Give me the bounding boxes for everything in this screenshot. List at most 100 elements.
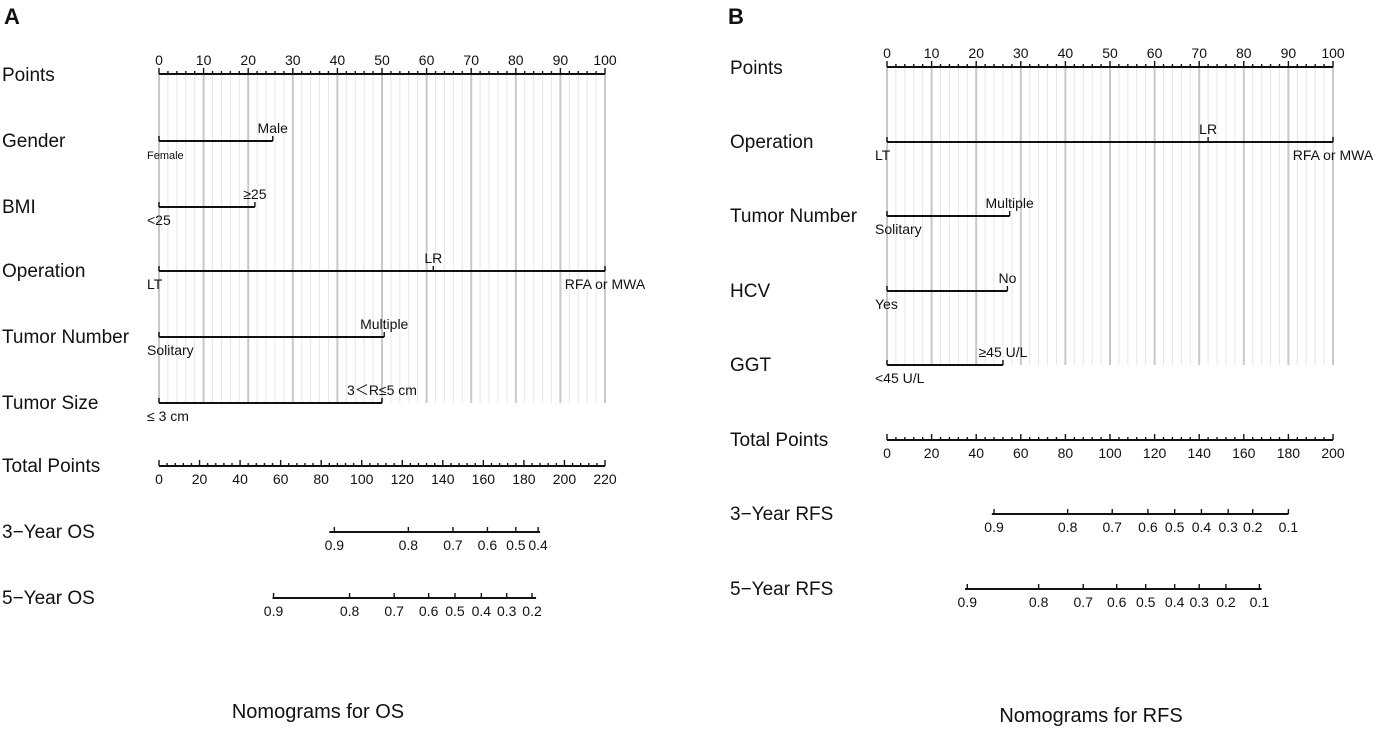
panel-b-tumor-number-level-solitary: Solitary <box>875 221 922 237</box>
panel-b-tumor-number-level-multiple: Multiple <box>986 195 1034 211</box>
panel-a-tumor-size-level-3-cm: ≤ 3 cm <box>147 408 189 424</box>
panel-a-points-tick-label-100: 100 <box>593 52 617 68</box>
panel-b-hcv-level-yes: Yes <box>875 296 898 312</box>
panel-a-total-tick-label-200: 200 <box>553 471 577 487</box>
panel-a-3-year-os-tick-label-0-9: 0.9 <box>325 537 345 553</box>
panel-b-5-year-rfs-tick-label-0-4: 0.4 <box>1165 594 1185 610</box>
panel-a-points-label: Points <box>2 65 55 86</box>
panel-a-gender-level-female: Female <box>147 150 184 162</box>
panel-a-tumor-number-level-solitary: Solitary <box>147 342 194 358</box>
panel-b-letter: B <box>728 4 744 29</box>
panel-b-5-year-rfs-tick-label-0-7: 0.7 <box>1074 594 1094 610</box>
panel-b-total-points-label: Total Points <box>730 430 828 451</box>
panel-a-tumor-size-level-3-r-5-cm: 3＜R≤5 cm <box>347 382 417 398</box>
panel-b-operation-label: Operation <box>730 132 813 153</box>
panel-b-points-tick-label-90: 90 <box>1281 45 1297 61</box>
panel-a-3-year-os-tick-label-0-6: 0.6 <box>478 537 498 553</box>
panel-b-5-year-rfs-tick-label-0-1: 0.1 <box>1250 594 1270 610</box>
panel-b-total-tick-label-60: 60 <box>1013 445 1029 461</box>
panel-a-3-year-os-tick-label-0-8: 0.8 <box>399 537 419 553</box>
panel-a-caption: Nomograms for OS <box>232 701 404 723</box>
panel-b-3-year-rfs-label: 3−Year RFS <box>730 504 833 525</box>
panel-a-total-tick-label-40: 40 <box>232 471 248 487</box>
panel-a-operation-level-lr: LR <box>424 250 442 266</box>
panel-b-5-year-rfs-tick-label-0-2: 0.2 <box>1216 594 1236 610</box>
panel-a-5-year-os-tick-label-0-2: 0.2 <box>522 603 542 619</box>
panel-b-operation-level-lt: LT <box>875 147 891 163</box>
panel-a-gender-label: Gender <box>2 131 66 152</box>
panel-b-3-year-rfs-tick-label-0-7: 0.7 <box>1102 519 1122 535</box>
panel-a-total-tick-label-100: 100 <box>350 471 374 487</box>
panel-b-points-tick-label-10: 10 <box>924 45 940 61</box>
panel-b-total-tick-label-140: 140 <box>1188 445 1212 461</box>
panel-b-points-label: Points <box>730 58 783 79</box>
panel-b-total-tick-label-100: 100 <box>1098 445 1122 461</box>
panel-a-points-tick-label-10: 10 <box>196 52 212 68</box>
panel-a-5-year-os-tick-label-0-5: 0.5 <box>445 603 465 619</box>
panel-b-total-tick-label-40: 40 <box>968 445 984 461</box>
panel-a-operation-level-lt: LT <box>147 276 163 292</box>
panel-b-total-tick-label-80: 80 <box>1058 445 1074 461</box>
panel-b-points-tick-label-70: 70 <box>1191 45 1207 61</box>
panel-b-total-tick-label-160: 160 <box>1232 445 1256 461</box>
panel-b-5-year-rfs-tick-label-0-3: 0.3 <box>1189 594 1209 610</box>
panel-a-points-tick-label-60: 60 <box>419 52 435 68</box>
panel-a-points-tick-label-30: 30 <box>285 52 301 68</box>
panel-b-3-year-rfs-tick-label-0-5: 0.5 <box>1165 519 1185 535</box>
panel-a-points-tick-label-80: 80 <box>508 52 524 68</box>
panel-a-5-year-os-tick-label-0-3: 0.3 <box>497 603 517 619</box>
panel-a-tumor-size-label: Tumor Size <box>2 393 98 414</box>
panel-b-points-tick-label-100: 100 <box>1321 45 1345 61</box>
panel-a-total-tick-label-180: 180 <box>512 471 536 487</box>
panel-b-points-tick-label-20: 20 <box>968 45 984 61</box>
panel-a-gender-level-male: Male <box>258 120 289 136</box>
panel-a-5-year-os-label: 5−Year OS <box>2 588 95 609</box>
panel-b-points-tick-label-40: 40 <box>1058 45 1074 61</box>
panel-b-3-year-rfs-tick-label-0-6: 0.6 <box>1138 519 1158 535</box>
panel-a-5-year-os-tick-label-0-4: 0.4 <box>472 603 492 619</box>
panel-b-points-tick-label-30: 30 <box>1013 45 1029 61</box>
panel-a-total-tick-label-140: 140 <box>431 471 455 487</box>
panel-b-points-tick-label-60: 60 <box>1147 45 1163 61</box>
panel-b-total-tick-label-0: 0 <box>883 445 891 461</box>
panel-b-total-tick-label-200: 200 <box>1321 445 1345 461</box>
panel-b-3-year-rfs-tick-label-0-2: 0.2 <box>1243 519 1263 535</box>
panel-a-total-points-label: Total Points <box>2 456 100 477</box>
panel-b-total-tick-label-120: 120 <box>1143 445 1167 461</box>
panel-a-5-year-os-tick-label-0-8: 0.8 <box>340 603 360 619</box>
panel-a-letter: A <box>4 4 20 29</box>
panel-a-5-year-os-tick-label-0-9: 0.9 <box>264 603 284 619</box>
panel-a-3-year-os-tick-label-0-4: 0.4 <box>528 537 548 553</box>
panel-a-total-tick-label-60: 60 <box>273 471 289 487</box>
panel-b-5-year-rfs-tick-label-0-9: 0.9 <box>958 594 978 610</box>
panel-a-points-tick-label-40: 40 <box>330 52 346 68</box>
panel-b-caption: Nomograms for RFS <box>999 705 1182 727</box>
panel-b-3-year-rfs-tick-label-0-8: 0.8 <box>1058 519 1078 535</box>
panel-b-points-tick-label-50: 50 <box>1102 45 1118 61</box>
panel-a-total-tick-label-120: 120 <box>391 471 415 487</box>
panel-a-5-year-os-tick-label-0-7: 0.7 <box>384 603 404 619</box>
panel-b-5-year-rfs-tick-label-0-6: 0.6 <box>1107 594 1127 610</box>
panel-a-total-tick-label-80: 80 <box>313 471 329 487</box>
panel-b-points-tick-label-80: 80 <box>1236 45 1252 61</box>
panel-a-points-tick-label-0: 0 <box>155 52 163 68</box>
panel-b-tumor-number-label: Tumor Number <box>730 206 858 227</box>
panel-b-5-year-rfs-label: 5−Year RFS <box>730 579 833 600</box>
panel-a-tumor-number-label: Tumor Number <box>2 327 130 348</box>
panel-a-5-year-os-tick-label-0-6: 0.6 <box>419 603 439 619</box>
panel-a-points-tick-label-70: 70 <box>463 52 479 68</box>
panel-a-total-tick-label-220: 220 <box>593 471 617 487</box>
panel-a-points-tick-label-90: 90 <box>553 52 569 68</box>
panel-b-ggt-level-45-u-l: <45 U/L <box>875 370 925 386</box>
panel-b-total-tick-label-180: 180 <box>1277 445 1301 461</box>
panel-a-bmi-label: BMI <box>2 197 36 218</box>
panel-a-3-year-os-tick-label-0-5: 0.5 <box>506 537 526 553</box>
panel-b-5-year-rfs-tick-label-0-5: 0.5 <box>1136 594 1156 610</box>
panel-b-3-year-rfs-tick-label-0-9: 0.9 <box>984 519 1004 535</box>
panel-a-total-tick-label-160: 160 <box>472 471 496 487</box>
panel-b-points-tick-label-0: 0 <box>883 45 891 61</box>
panel-a-3-year-os-tick-label-0-7: 0.7 <box>443 537 463 553</box>
panel-a-total-tick-label-0: 0 <box>155 471 163 487</box>
panel-b-5-year-rfs-tick-label-0-8: 0.8 <box>1029 594 1049 610</box>
